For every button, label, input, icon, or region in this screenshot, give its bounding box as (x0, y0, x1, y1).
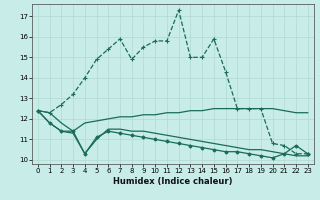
X-axis label: Humidex (Indice chaleur): Humidex (Indice chaleur) (113, 177, 233, 186)
